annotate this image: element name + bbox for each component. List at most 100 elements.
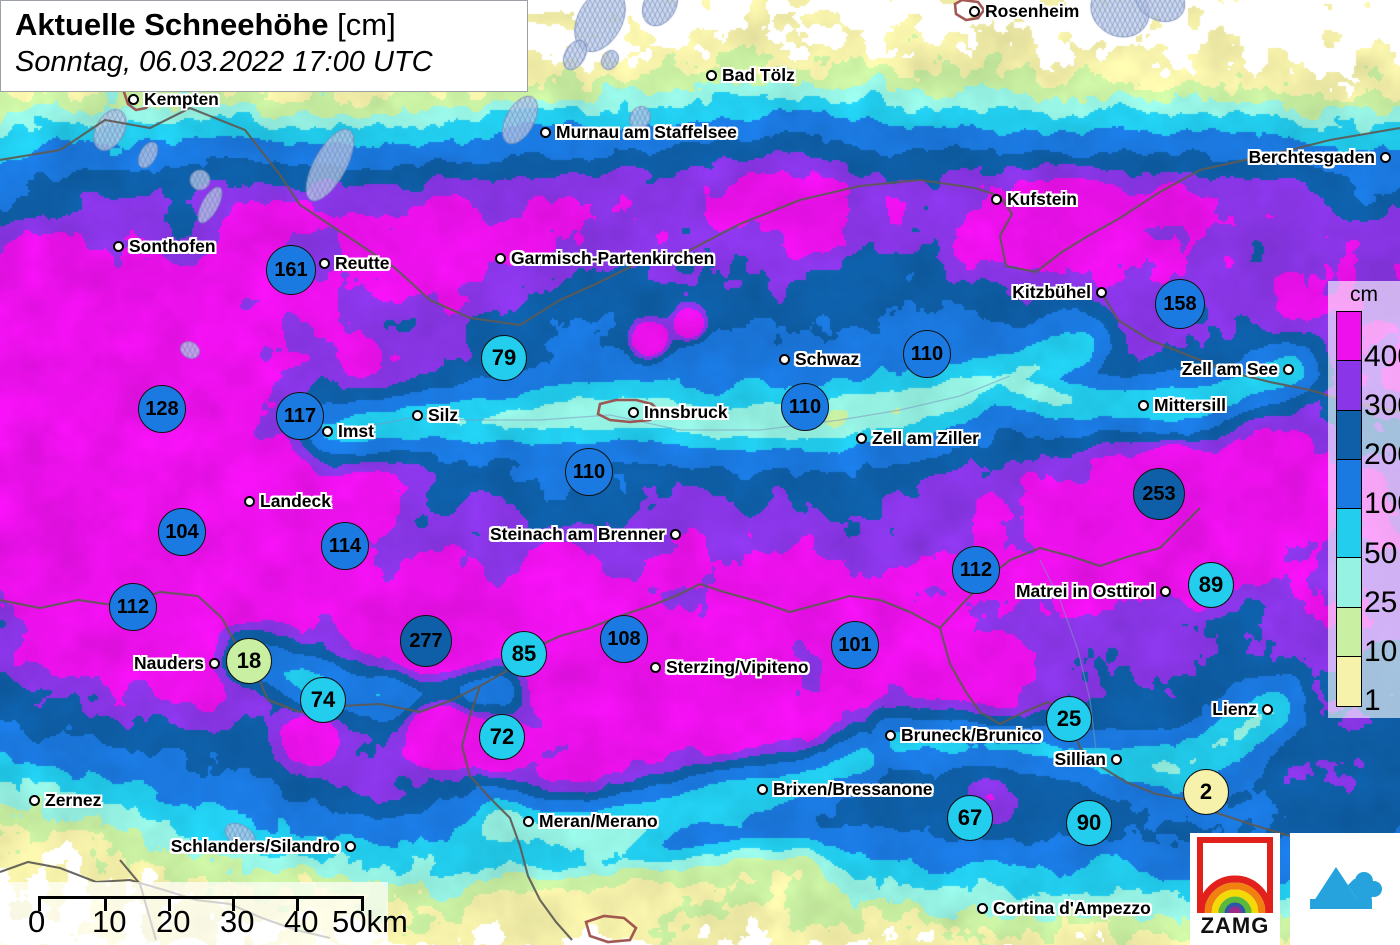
zamg-wordmark: ZAMG (1200, 913, 1270, 938)
city-marker-icon (412, 410, 423, 421)
station-marker-158[interactable]: 158 (1155, 279, 1205, 329)
legend-swatch-100 (1337, 459, 1361, 509)
city-marker-icon (885, 730, 896, 741)
station-marker-67[interactable]: 67 (947, 795, 993, 841)
title-main-text: Aktuelle Schneehöhe (15, 7, 329, 42)
city-name-text: Bruneck/Brunico (901, 725, 1042, 745)
city-marker-icon (991, 194, 1002, 205)
zamg-logo: ZAMG (1190, 833, 1280, 945)
station-marker-2[interactable]: 2 (1183, 769, 1229, 815)
city-label-zernez: Zernez (29, 790, 101, 811)
scale-tick (103, 899, 107, 911)
station-marker-108[interactable]: 108 (600, 615, 648, 663)
city-marker-icon (670, 529, 681, 540)
station-marker-101[interactable]: 101 (831, 621, 879, 669)
legend-color-bar (1336, 311, 1362, 707)
station-marker-104[interactable]: 104 (158, 508, 206, 556)
city-marker-icon (779, 354, 790, 365)
city-name-text: Schlanders/Silandro (170, 836, 340, 856)
station-marker-112[interactable]: 112 (952, 546, 1000, 594)
city-label-bad-t-lz: Bad Tölz (706, 65, 795, 86)
scale-label-50km: 50km (332, 904, 408, 939)
station-marker-79[interactable]: 79 (481, 335, 527, 381)
river-lines (349, 375, 1097, 751)
station-marker-277[interactable]: 277 (400, 615, 452, 667)
station-marker-89[interactable]: 89 (1188, 562, 1234, 608)
city-label-bruneck-brunico: Bruneck/Brunico (885, 725, 1042, 746)
city-label-brixen-bressanone: Brixen/Bressanone (757, 779, 933, 800)
city-name-text: Reutte (335, 253, 390, 273)
station-marker-117[interactable]: 117 (276, 392, 324, 440)
city-label-kitzb-hel: Kitzbühel (1012, 282, 1107, 303)
station-marker-18[interactable]: 18 (226, 638, 272, 684)
city-marker-icon (1111, 754, 1122, 765)
station-marker-253[interactable]: 253 (1133, 468, 1185, 520)
country-border-lines (0, 106, 1400, 941)
city-marker-icon (1283, 364, 1294, 375)
city-name-text: Meran/Merano (539, 811, 658, 831)
scale-label-20: 20 (156, 904, 191, 939)
city-name-text: Zell am See (1181, 359, 1278, 379)
legend-swatch-400 (1337, 312, 1361, 362)
legend-swatch-200 (1337, 410, 1361, 460)
city-name-text: Schwaz (795, 349, 860, 369)
city-label-schwaz: Schwaz (779, 349, 859, 370)
legend-swatch-1 (1337, 656, 1361, 706)
station-marker-114[interactable]: 114 (321, 522, 369, 570)
scale-label-10: 10 (92, 904, 127, 939)
city-name-text: Sonthofen (129, 236, 216, 256)
city-label-mittersill: Mittersill (1138, 395, 1226, 416)
city-name-text: Silz (428, 405, 459, 425)
city-marker-icon (856, 433, 867, 444)
city-marker-icon (113, 241, 124, 252)
station-marker-110[interactable]: 110 (903, 330, 951, 378)
city-label-sonthofen: Sonthofen (113, 236, 216, 257)
scale-label-40: 40 (284, 904, 319, 939)
scale-numbers: 0 10 20 30 40 50km (0, 904, 408, 944)
city-name-text: Murnau am Staffelsee (556, 122, 737, 142)
station-marker-110[interactable]: 110 (565, 448, 613, 496)
city-marker-icon (128, 94, 139, 105)
station-marker-74[interactable]: 74 (300, 677, 346, 723)
color-scale-legend: cm 400 300 200 100 50 25 10 1 (1328, 281, 1400, 718)
city-label-zell-am-see: Zell am See (1182, 359, 1294, 380)
station-marker-161[interactable]: 161 (266, 245, 316, 295)
city-marker-icon (650, 662, 661, 673)
city-marker-icon (1380, 152, 1391, 163)
city-name-text: Kufstein (1007, 189, 1077, 209)
station-marker-90[interactable]: 90 (1066, 800, 1112, 846)
city-name-text: Garmisch-Partenkirchen (511, 248, 715, 268)
city-marker-icon (1262, 704, 1273, 715)
city-marker-icon (244, 496, 255, 507)
city-name-text: Innsbruck (644, 402, 728, 422)
city-marker-icon (209, 658, 220, 669)
city-name-text: Rosenheim (985, 1, 1080, 21)
city-label-matrei-in-osttirol: Matrei in Osttirol (1016, 581, 1171, 602)
city-label-lienz: Lienz (1212, 699, 1273, 720)
station-marker-25[interactable]: 25 (1046, 696, 1092, 742)
city-name-text: Cortina d'Ampezzo (993, 898, 1151, 918)
city-name-text: Matrei in Osttirol (1015, 581, 1155, 601)
legend-label-1: 1 (1364, 684, 1381, 718)
city-marker-icon (523, 816, 534, 827)
station-marker-128[interactable]: 128 (138, 385, 186, 433)
geosphere-mountain-logo (1290, 833, 1400, 945)
city-label-rosenheim: Rosenheim (969, 1, 1079, 22)
station-marker-112[interactable]: 112 (109, 583, 157, 631)
map-title-box: Aktuelle Schneehöhe [cm] Sonntag, 06.03.… (0, 0, 528, 92)
city-label-berchtesgaden: Berchtesgaden (1249, 147, 1391, 168)
title-unit-text: [cm] (337, 7, 396, 42)
city-label-schlanders-silandro: Schlanders/Silandro (171, 836, 356, 857)
mountain-cloud-icon (1310, 867, 1382, 909)
station-marker-72[interactable]: 72 (479, 714, 525, 760)
city-name-text: Lienz (1212, 699, 1257, 719)
legend-label-25: 25 (1364, 585, 1398, 619)
station-marker-110[interactable]: 110 (781, 383, 829, 431)
city-marker-icon (1096, 287, 1107, 298)
legend-label-100: 100 (1364, 487, 1400, 521)
station-marker-85[interactable]: 85 (501, 631, 547, 677)
city-label-innsbruck: Innsbruck (628, 402, 728, 423)
city-marker-icon (628, 407, 639, 418)
page-title: Aktuelle Schneehöhe [cm] (15, 6, 517, 44)
